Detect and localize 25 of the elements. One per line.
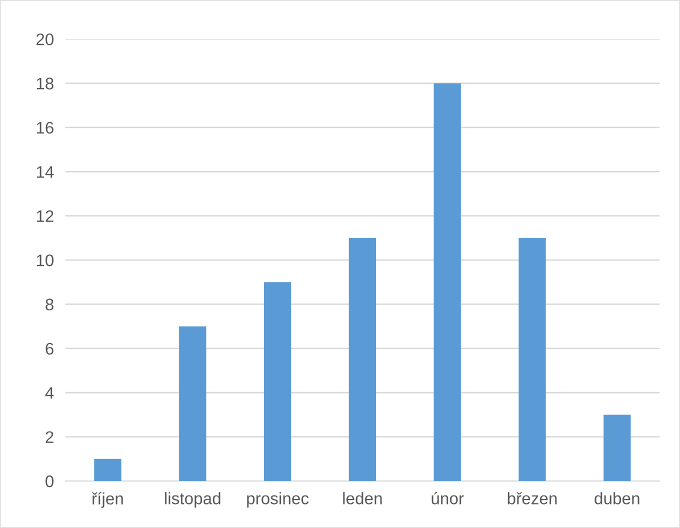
bar bbox=[264, 282, 292, 482]
y-tick-label: 10 bbox=[36, 254, 54, 266]
y-tick-label: 12 bbox=[36, 210, 54, 222]
bar bbox=[518, 238, 546, 482]
y-tick-label: 18 bbox=[36, 78, 54, 90]
bar bbox=[434, 83, 461, 482]
bar bbox=[348, 238, 376, 482]
y-tick-label: 20 bbox=[36, 33, 54, 46]
bar bbox=[94, 458, 122, 482]
x-tick-label: leden bbox=[343, 492, 382, 504]
x-tick-label: říjen bbox=[92, 492, 123, 508]
y-tick-label: 0 bbox=[46, 475, 54, 488]
bar bbox=[604, 414, 631, 482]
x-tick-label: duben bbox=[594, 492, 640, 504]
x-tick-label: listopad bbox=[165, 492, 220, 508]
x-tick-label: březen bbox=[508, 492, 557, 504]
y-tick-label: 6 bbox=[46, 342, 54, 355]
x-tick-label: únor bbox=[432, 492, 464, 504]
y-tick-label: 14 bbox=[36, 166, 54, 178]
y-tick-label: 16 bbox=[36, 122, 54, 134]
y-tick-label: 4 bbox=[45, 387, 54, 399]
y-tick-label: 2 bbox=[46, 431, 54, 443]
bar bbox=[179, 326, 206, 482]
x-tick-label: prosinec bbox=[247, 492, 309, 508]
y-tick-label: 8 bbox=[46, 298, 54, 310]
